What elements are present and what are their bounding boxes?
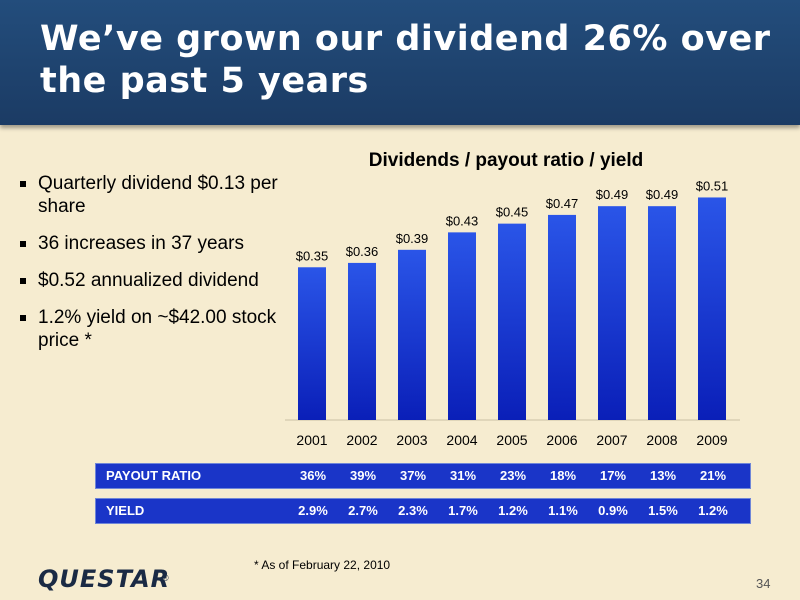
table-cell-2008: 1.5% — [648, 503, 678, 518]
table-row-label: PAYOUT RATIO — [106, 468, 202, 483]
data-label-2005: $0.45 — [496, 205, 529, 220]
bullet-item: 1.2% yield on ~$42.00 stock price * — [18, 306, 278, 352]
table-cell-2001: 2.9% — [298, 503, 328, 518]
table-cell-2006: 1.1% — [548, 503, 578, 518]
table-row-payout-ratio: PAYOUT RATIO 36% 39% 37% 31% 23% 18% 17% 13% 21% — [95, 463, 751, 489]
table-cell-2005: 23% — [499, 468, 527, 483]
data-label-2006: $0.47 — [546, 196, 579, 211]
table-row-label: YIELD — [106, 503, 145, 518]
table-cell-2003: 2.3% — [398, 503, 428, 518]
bar-2005 — [498, 223, 526, 420]
table-cell-2003: 37% — [399, 468, 427, 483]
bar-2003 — [398, 249, 426, 420]
table-cell-2008: 13% — [649, 468, 677, 483]
bar-2004 — [448, 232, 476, 420]
chart-title: Dividends / payout ratio / yield — [369, 150, 644, 171]
bar-2001 — [298, 267, 326, 420]
bar-2008 — [648, 206, 676, 420]
data-label-2009: $0.51 — [696, 178, 729, 193]
table-cell-2007: 0.9% — [598, 503, 628, 518]
title-banner: We’ve grown our dividend 26% over the pa… — [0, 0, 800, 125]
x-tick-label-2005: 2005 — [496, 432, 527, 448]
bar-2009 — [698, 197, 726, 420]
bar-2007 — [598, 206, 626, 420]
data-label-2004: $0.43 — [446, 213, 479, 228]
data-label-2003: $0.39 — [396, 231, 429, 246]
bullet-item: Quarterly dividend $0.13 per share — [18, 172, 278, 218]
table-cell-2002: 2.7% — [348, 503, 378, 518]
table-cell-2004: 31% — [449, 468, 477, 483]
slide-title: We’ve grown our dividend 26% over the pa… — [40, 19, 771, 101]
data-label-2008: $0.49 — [646, 187, 679, 202]
table-cell-2009: 1.2% — [698, 503, 728, 518]
table-cell-2007: 17% — [599, 468, 627, 483]
x-tick-label-2004: 2004 — [446, 432, 477, 448]
table-cell-2004: 1.7% — [448, 503, 478, 518]
data-label-2001: $0.35 — [296, 248, 329, 263]
bullet-item: 36 increases in 37 years — [18, 232, 278, 255]
dividend-bar-chart: Dividends / payout ratio / yield $0.35 20… — [285, 150, 740, 448]
bar-2002 — [348, 262, 376, 420]
x-tick-label-2002: 2002 — [346, 432, 377, 448]
page-number: 34 — [756, 576, 771, 591]
x-tick-label-2001: 2001 — [296, 432, 327, 448]
bullet-item: $0.52 annualized dividend — [18, 269, 278, 292]
questar-logo: QUESTAR — [38, 565, 171, 593]
x-tick-label-2006: 2006 — [546, 432, 577, 448]
x-tick-label-2003: 2003 — [396, 432, 427, 448]
table-cell-2001: 36% — [299, 468, 327, 483]
x-tick-label-2008: 2008 — [646, 432, 677, 448]
table-cell-2009: 21% — [699, 468, 727, 483]
table-cell-2005: 1.2% — [498, 503, 528, 518]
bullet-list: Quarterly dividend $0.13 per share 36 in… — [18, 172, 278, 366]
data-label-2007: $0.49 — [596, 187, 629, 202]
table-row-yield: YIELD 2.9% 2.7% 2.3% 1.7% 1.2% 1.1% 0.9% 1.5% 1.2… — [95, 498, 751, 524]
table-cell-2002: 39% — [349, 468, 377, 483]
registered-mark: ® — [162, 573, 169, 583]
x-tick-label-2007: 2007 — [596, 432, 627, 448]
data-label-2002: $0.36 — [346, 244, 379, 259]
footnote: * As of February 22, 2010 — [254, 558, 391, 572]
table-cell-2006: 18% — [549, 468, 577, 483]
x-tick-label-2009: 2009 — [696, 432, 727, 448]
bar-2006 — [548, 214, 576, 420]
